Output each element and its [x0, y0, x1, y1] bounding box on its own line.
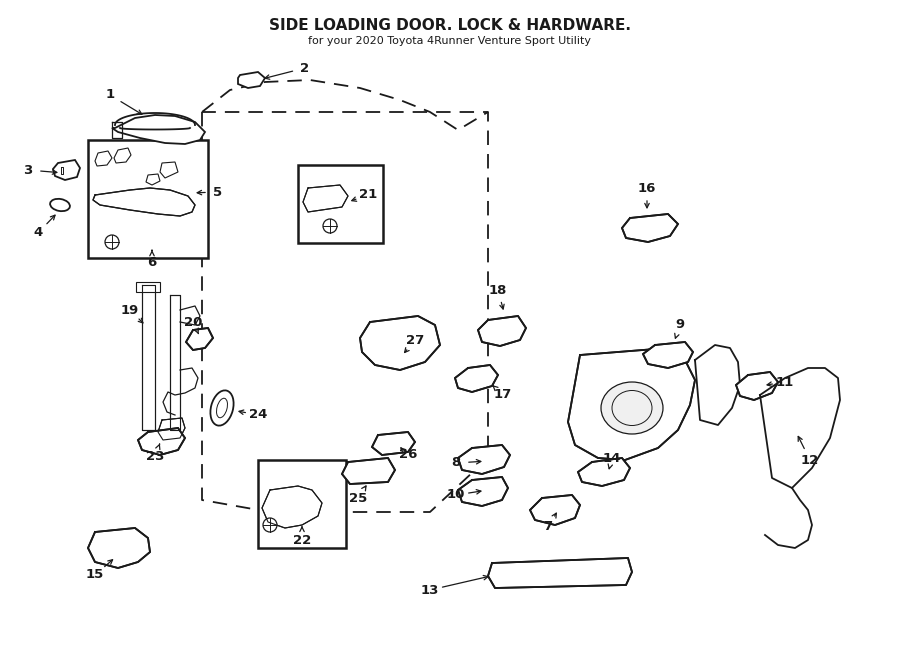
Text: 7: 7 [544, 520, 553, 533]
Text: 17: 17 [494, 389, 512, 401]
Polygon shape [88, 528, 150, 568]
Polygon shape [186, 328, 213, 350]
Polygon shape [360, 316, 440, 370]
Polygon shape [372, 432, 415, 455]
Text: 16: 16 [638, 182, 656, 194]
Text: 8: 8 [452, 457, 461, 469]
Text: 13: 13 [421, 584, 439, 596]
Text: 20: 20 [184, 315, 202, 329]
Text: 9: 9 [675, 319, 685, 332]
Ellipse shape [601, 382, 663, 434]
Polygon shape [238, 72, 265, 88]
Polygon shape [488, 558, 632, 588]
Polygon shape [458, 445, 510, 474]
Polygon shape [136, 282, 160, 292]
Text: 19: 19 [121, 303, 140, 317]
Polygon shape [643, 342, 693, 368]
Polygon shape [478, 316, 526, 346]
Text: 24: 24 [248, 408, 267, 422]
Text: SIDE LOADING DOOR. LOCK & HARDWARE.: SIDE LOADING DOOR. LOCK & HARDWARE. [269, 18, 631, 33]
Polygon shape [114, 148, 131, 163]
Bar [298, 165, 383, 243]
Text: 26: 26 [399, 449, 418, 461]
Text: 14: 14 [603, 451, 621, 465]
Circle shape [263, 518, 277, 532]
Polygon shape [146, 174, 160, 185]
Text: 2: 2 [301, 61, 310, 75]
Text: 21: 21 [359, 188, 377, 202]
Polygon shape [568, 348, 695, 460]
Polygon shape [115, 113, 195, 133]
Text: 15: 15 [86, 568, 104, 582]
Text: 3: 3 [23, 163, 32, 176]
Polygon shape [160, 162, 178, 178]
Bar [258, 460, 346, 548]
Text: 4: 4 [33, 227, 42, 239]
Bar [88, 140, 208, 258]
Text: 27: 27 [406, 334, 424, 346]
Text: 12: 12 [801, 453, 819, 467]
Polygon shape [112, 115, 205, 144]
Polygon shape [138, 428, 185, 455]
Polygon shape [170, 295, 180, 430]
Polygon shape [342, 458, 395, 484]
Polygon shape [142, 285, 155, 430]
Text: 18: 18 [489, 284, 508, 297]
Polygon shape [262, 486, 322, 528]
Text: 22: 22 [292, 533, 311, 547]
Text: 6: 6 [148, 256, 157, 270]
Polygon shape [578, 458, 630, 486]
Text: 5: 5 [213, 186, 222, 198]
Text: 1: 1 [105, 89, 114, 102]
Text: 23: 23 [146, 449, 164, 463]
Polygon shape [158, 418, 185, 440]
Polygon shape [95, 151, 112, 166]
Ellipse shape [50, 199, 70, 211]
Circle shape [105, 235, 119, 249]
Ellipse shape [211, 391, 234, 426]
Polygon shape [622, 214, 678, 242]
Text: 25: 25 [349, 492, 367, 504]
Polygon shape [736, 372, 778, 400]
Polygon shape [455, 365, 498, 392]
Text: 10: 10 [446, 488, 465, 502]
Polygon shape [530, 495, 580, 525]
Text: for your 2020 Toyota 4Runner Venture Sport Utility: for your 2020 Toyota 4Runner Venture Spo… [309, 36, 591, 46]
Polygon shape [93, 188, 195, 216]
Text: 11: 11 [776, 375, 794, 389]
Polygon shape [303, 185, 348, 212]
Circle shape [323, 219, 337, 233]
Polygon shape [53, 160, 80, 180]
Polygon shape [458, 477, 508, 506]
